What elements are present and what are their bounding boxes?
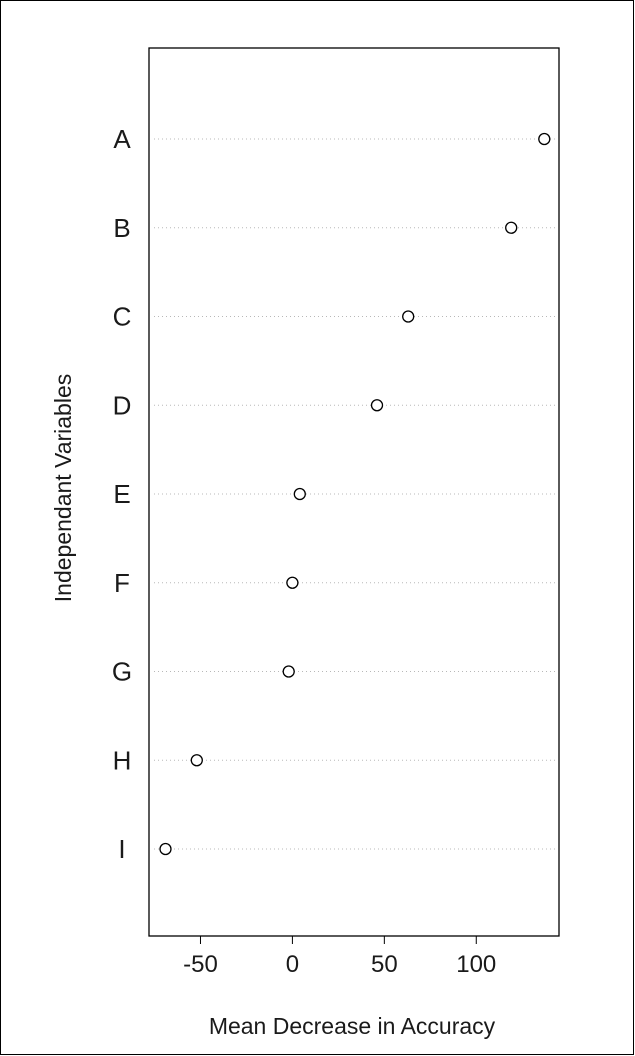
x-axis: -50 0 50 100 [183, 936, 496, 978]
category-label-g: G [112, 657, 132, 687]
data-point-a [538, 132, 551, 146]
x-tick-label: -50 [183, 951, 218, 978]
category-label-a: A [113, 124, 131, 154]
category-label-i: I [118, 834, 125, 864]
plot-area [148, 47, 560, 937]
category-label-c: C [113, 302, 132, 332]
data-point-f [286, 576, 299, 589]
x-axis-title: Mean Decrease in Accuracy [209, 1013, 496, 1039]
x-tick-label: 0 [286, 951, 299, 978]
data-points [159, 132, 551, 856]
data-point-i [159, 842, 172, 856]
x-tick-label: 50 [371, 951, 398, 978]
data-point-d [370, 399, 384, 412]
data-point-e [293, 487, 306, 501]
category-label-b: B [113, 213, 130, 243]
category-labels: A B C D E F G H I [112, 124, 132, 864]
category-label-d: D [113, 390, 132, 420]
category-label-e: E [113, 479, 130, 509]
category-label-f: F [114, 568, 130, 598]
y-axis-title: Independant Variables [50, 374, 76, 602]
grid-lines [154, 138, 556, 850]
data-point-b [505, 221, 518, 234]
data-point-c [402, 310, 415, 323]
category-label-h: H [113, 745, 132, 775]
x-tick-label: 100 [456, 951, 496, 978]
data-point-h [190, 754, 203, 767]
data-point-g [282, 665, 295, 678]
